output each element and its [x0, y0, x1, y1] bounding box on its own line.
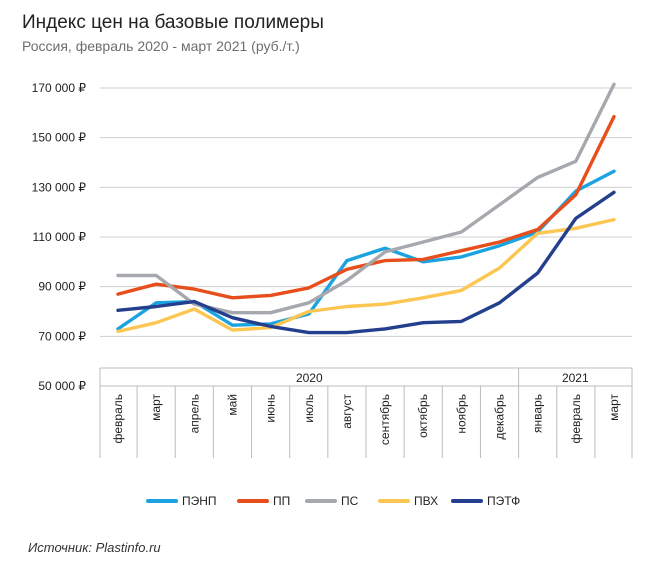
- series-line: [116, 217, 616, 334]
- y-tick-label: 170 000 ₽: [32, 81, 87, 95]
- legend-label: ПЭНП: [182, 494, 217, 508]
- y-axis: 50 000 ₽ 70 000 ₽ 90 000 ₽ 110 000 ₽ 130 000…: [32, 81, 87, 393]
- x-tick-label: сентябрь: [378, 394, 392, 445]
- legend-label: ПЭТФ: [487, 494, 520, 508]
- x-tick-label: июль: [302, 394, 316, 423]
- x-tick-label: февраль: [569, 394, 583, 444]
- x-tick-label: июнь: [264, 394, 278, 423]
- legend: ПЭНП ПП ПС ПВХ ПЭТФ: [146, 494, 520, 508]
- x-tick-label: август: [340, 394, 354, 429]
- x-tick-label: март: [607, 394, 621, 421]
- x-tick-label: май: [225, 394, 239, 416]
- y-tick-label: 150 000 ₽: [32, 131, 87, 145]
- series-layer: [116, 82, 616, 335]
- x-tick-label: ноябрь: [454, 394, 468, 434]
- x-tick-label: апрель: [187, 394, 201, 433]
- x-tick-label: декабрь: [493, 394, 507, 440]
- x-tick-label: январь: [531, 394, 545, 433]
- source-note: Источник: Plastinfo.ru: [28, 540, 161, 555]
- chart-subtitle: Россия, февраль 2020 - март 2021 (руб./т…: [22, 38, 300, 54]
- grid-layer: [100, 87, 632, 387]
- y-tick-label: 70 000 ₽: [38, 329, 86, 343]
- series-line: [116, 190, 616, 335]
- x-tick-label: март: [149, 394, 163, 421]
- legend-label: ПВХ: [414, 494, 438, 508]
- legend-label: ПП: [273, 494, 290, 508]
- x-axis: февраль март апрель май июнь июль август сентяб…: [99, 367, 633, 458]
- year-label: 2021: [562, 371, 589, 385]
- y-tick-label: 110 000 ₽: [33, 230, 87, 244]
- x-tick-label: октябрь: [416, 394, 430, 438]
- year-label: 2020: [296, 371, 323, 385]
- legend-label: ПС: [341, 494, 359, 508]
- y-tick-label: 90 000 ₽: [38, 280, 86, 294]
- series-line: [116, 82, 616, 315]
- chart-title: Индекс цен на базовые полимеры: [22, 12, 324, 33]
- y-tick-label: 50 000 ₽: [38, 379, 86, 393]
- y-tick-label: 130 000 ₽: [32, 180, 87, 194]
- x-tick-label: февраль: [111, 394, 125, 444]
